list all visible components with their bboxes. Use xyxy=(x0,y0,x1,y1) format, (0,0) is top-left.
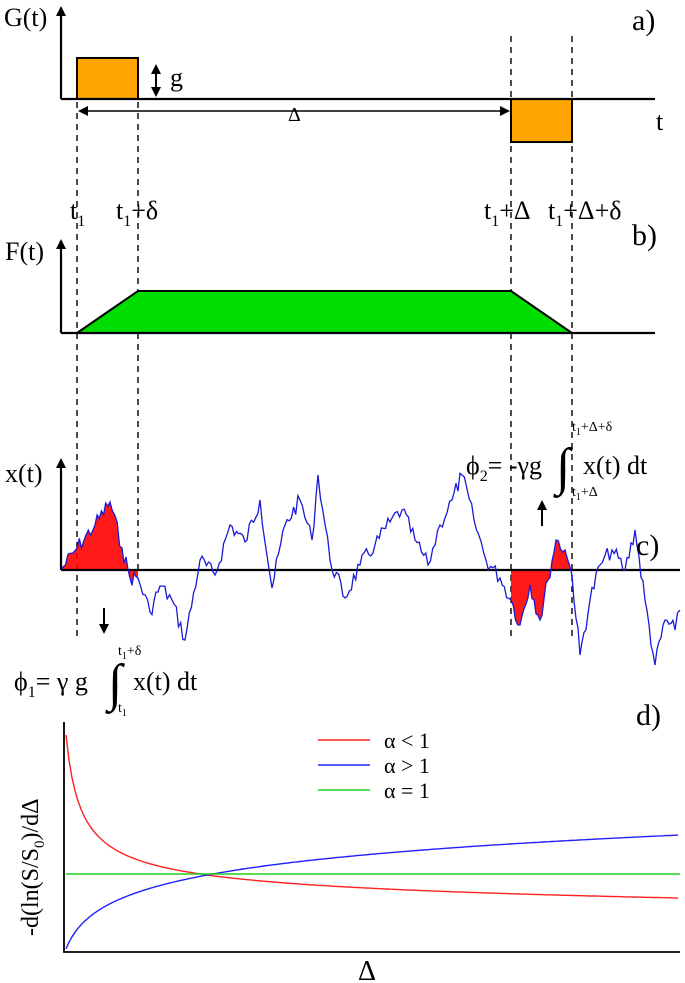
phi2-equation: ϕ2= -γg ∫ x(t) dt t1+Δ+δ t1+Δ xyxy=(466,420,648,503)
phi1-upper-limit: t1+δ xyxy=(118,644,142,662)
legend-label-alpha-equals-1: α = 1 xyxy=(384,778,430,803)
panel-c: x(t) c) ϕ2= -γg ∫ x(t) dt t1+Δ+δ t1+Δ ϕ1… xyxy=(5,420,681,719)
panel-a-xlabel: t xyxy=(656,107,664,136)
panel-d-axes xyxy=(63,722,680,953)
curve-alpha-less-than-1 xyxy=(65,734,679,899)
panel-d-ylabel: -d(ln(S/S0)/dΔ xyxy=(18,798,48,936)
phi1-equation: ϕ1= γ g ∫ x(t) dt t1+δ t1 xyxy=(14,644,198,719)
panel-a-tag: a) xyxy=(632,4,655,37)
time-guides xyxy=(76,36,573,640)
phase-trapezoid xyxy=(73,290,576,334)
time-mark-t1-Delta-delta: t1+Δ+δ xyxy=(548,196,622,230)
phi1-integrand: x(t) dt xyxy=(133,667,198,696)
panel-a-ylabel: G(t) xyxy=(4,3,47,32)
positive-gradient-pulse xyxy=(76,57,139,100)
phi1-lower-limit: t1 xyxy=(118,701,127,719)
amplitude-label: g xyxy=(170,63,183,92)
panel-b: F(t) b) xyxy=(5,219,657,335)
phi2-integral-sign: ∫ xyxy=(553,439,573,498)
time-mark-labels: t1 t1+δ t1+Δ t1+Δ+δ xyxy=(70,196,622,230)
negative-gradient-pulse xyxy=(510,98,573,143)
panel-c-tag: c) xyxy=(636,529,659,562)
interval-label: Δ xyxy=(288,104,301,126)
legend: α < 1 α > 1 α = 1 xyxy=(318,728,430,803)
curve-alpha-greater-than-1 xyxy=(65,834,679,950)
phase-accumulation-shade-1 xyxy=(61,502,138,586)
panel-d-tag: d) xyxy=(636,699,661,732)
legend-label-alpha-greater-than-1: α > 1 xyxy=(384,753,430,778)
time-mark-t1: t1 xyxy=(70,196,85,230)
legend-label-alpha-less-than-1: α < 1 xyxy=(384,728,430,753)
panel-a: G(t) a) t g Δ xyxy=(4,3,664,143)
phi1-lhs: ϕ1= γ g xyxy=(14,667,88,701)
phi2-lower-limit: t1+Δ xyxy=(572,485,598,503)
panel-b-tag: b) xyxy=(632,219,657,252)
panel-c-ylabel: x(t) xyxy=(5,459,43,488)
phi2-upper-limit: t1+Δ+δ xyxy=(572,420,613,438)
time-mark-t1-delta: t1+δ xyxy=(116,196,158,230)
panel-b-ylabel: F(t) xyxy=(5,237,44,266)
phi1-integral-sign: ∫ xyxy=(105,655,125,714)
time-mark-t1-Delta: t1+Δ xyxy=(484,196,531,230)
panel-d-xlabel: Δ xyxy=(358,956,376,983)
panel-d: d) -d(ln(S/S0)/dΔ Δ α < 1 α > 1 α = 1 xyxy=(18,699,680,983)
phi2-lhs: ϕ2= -γg xyxy=(466,451,542,485)
phase-accumulation-shade-2 xyxy=(511,540,572,625)
phi2-integrand: x(t) dt xyxy=(583,451,648,480)
random-walk-trace xyxy=(60,472,681,666)
